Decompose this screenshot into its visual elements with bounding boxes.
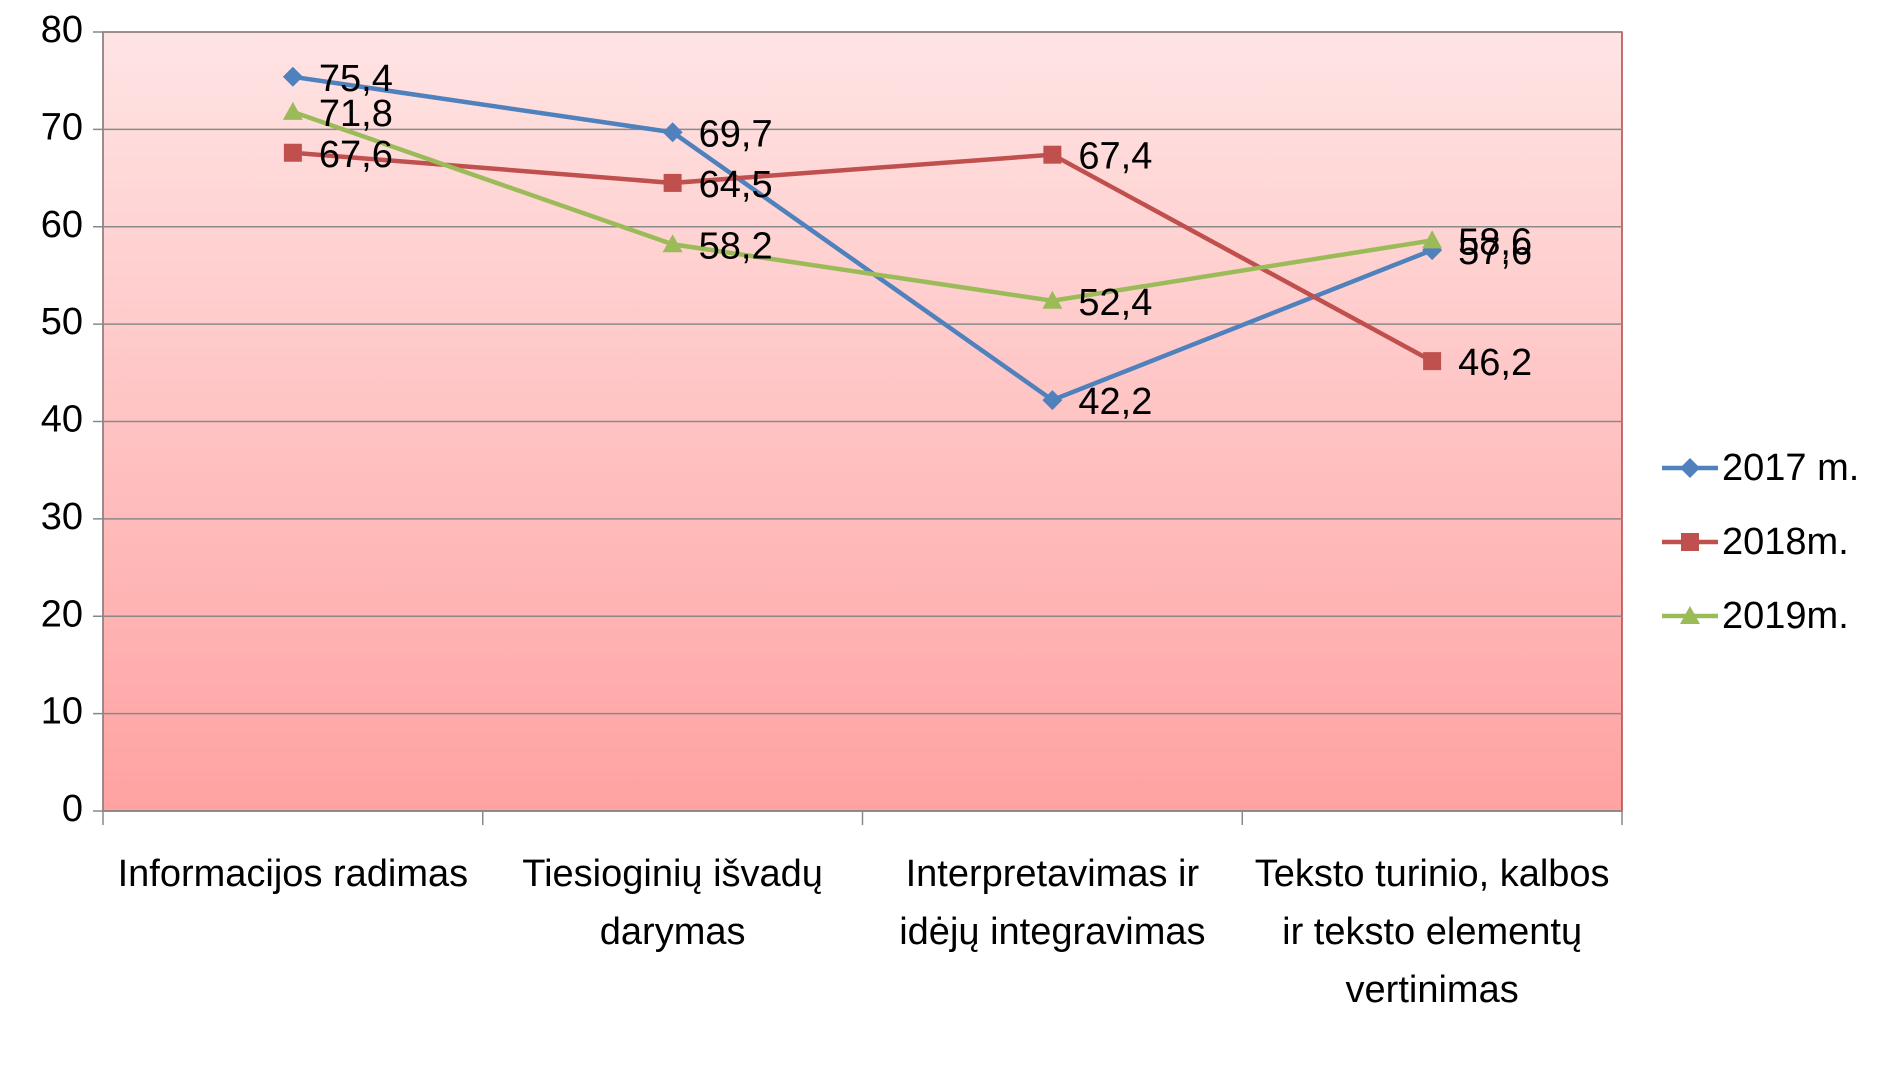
- x-tick-label: Interpretavimas ir idėjų integravimas: [899, 853, 1206, 953]
- data-label: 69,7: [699, 113, 773, 155]
- series-line: [292, 150, 1434, 364]
- marker: [1680, 606, 1700, 624]
- marker: [1043, 145, 1062, 164]
- y-tick-label: 40: [41, 399, 83, 441]
- series-line: [292, 74, 1433, 403]
- y-tick-label: 80: [41, 9, 83, 51]
- data-label: 42,2: [1078, 381, 1152, 423]
- x-tick-label: Teksto turinio, kalbos ir teksto element…: [1254, 853, 1610, 1011]
- data-label: 52,4: [1078, 282, 1152, 324]
- y-tick-label: 60: [41, 204, 83, 246]
- data-label: 75,4: [319, 58, 393, 100]
- data-label: 58,2: [699, 225, 773, 267]
- data-label: 58,6: [1458, 221, 1532, 263]
- marker: [1680, 458, 1700, 478]
- marker: [1423, 352, 1442, 371]
- marker: [662, 122, 683, 143]
- marker: [1042, 290, 1063, 309]
- marker: [1042, 390, 1063, 411]
- y-tick-label: 20: [41, 593, 83, 635]
- legend-label: 2019m.: [1722, 595, 1849, 637]
- data-label: 57,6: [1458, 231, 1532, 273]
- x-tick-label: Tiesioginių išvadų darymas: [522, 853, 823, 953]
- data-label: 67,6: [319, 134, 393, 176]
- legend-label: 2017 m.: [1722, 447, 1859, 489]
- data-label: 46,2: [1458, 342, 1532, 384]
- data-label: 67,4: [1078, 136, 1152, 178]
- y-tick-label: 70: [41, 106, 83, 148]
- y-tick-label: 30: [41, 496, 83, 538]
- data-label: 71,8: [319, 93, 393, 135]
- x-tick-label: Informacijos radimas: [117, 853, 469, 895]
- y-tick-label: 10: [41, 691, 83, 733]
- marker: [1681, 533, 1699, 551]
- legend-label: 2018m.: [1722, 521, 1849, 563]
- marker: [283, 143, 302, 162]
- marker: [662, 234, 683, 253]
- marker: [282, 66, 303, 87]
- marker: [282, 101, 303, 120]
- marker: [663, 173, 682, 192]
- y-tick-label: 0: [62, 788, 83, 830]
- y-tick-label: 50: [41, 301, 83, 343]
- data-label: 64,5: [699, 164, 773, 206]
- marker: [1422, 230, 1443, 249]
- series-line: [292, 109, 1433, 304]
